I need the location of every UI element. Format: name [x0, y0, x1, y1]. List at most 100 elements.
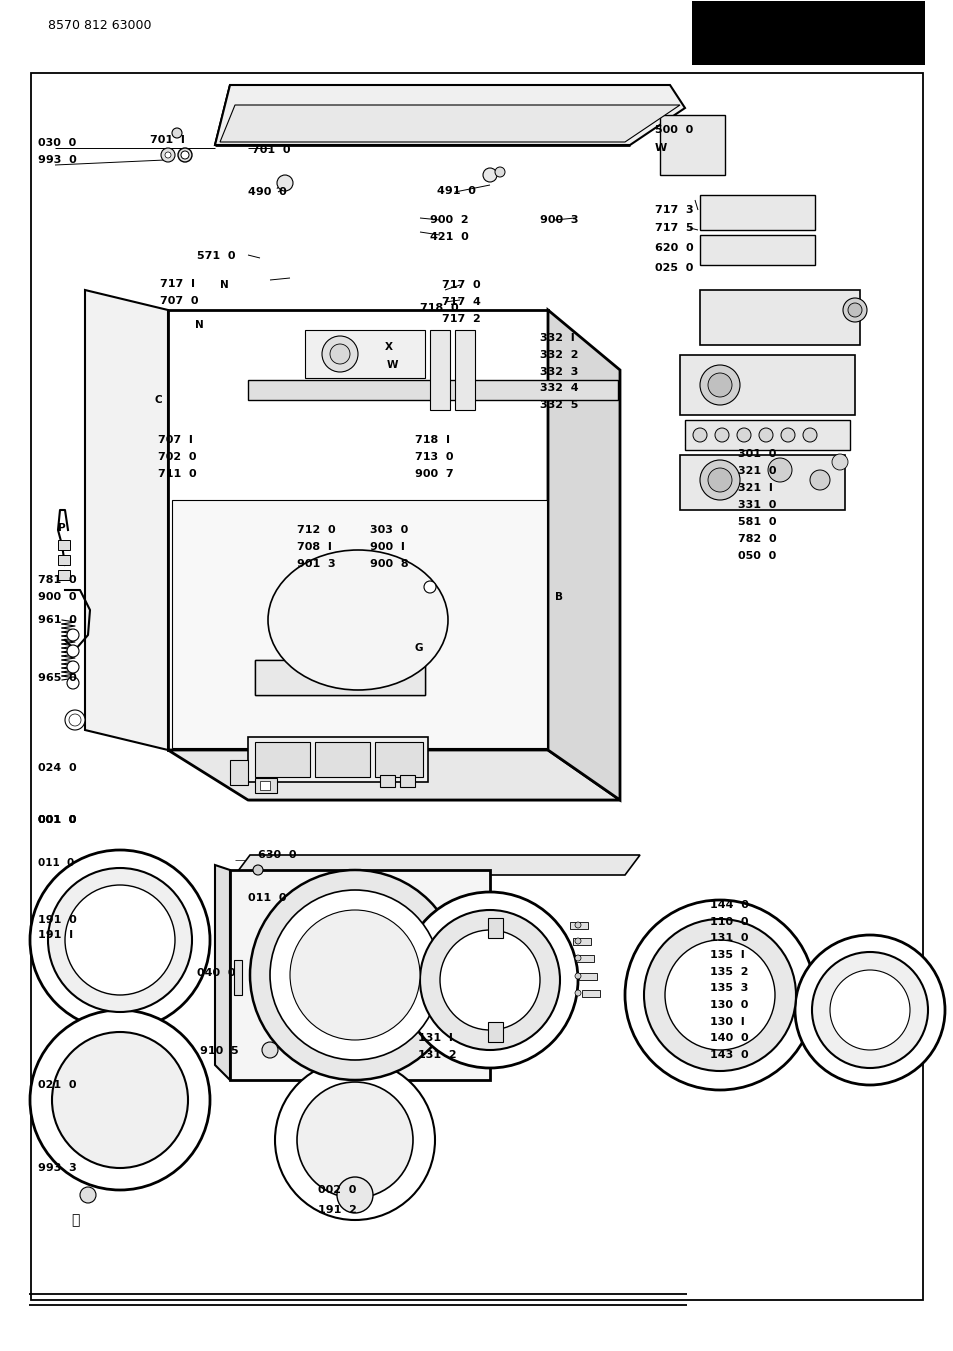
Text: W: W — [655, 143, 666, 153]
Bar — [260, 781, 270, 790]
Text: 707  0: 707 0 — [160, 296, 198, 305]
Text: 965  0: 965 0 — [38, 673, 76, 684]
Text: 900  2: 900 2 — [430, 215, 468, 226]
Text: 782  0: 782 0 — [738, 534, 776, 544]
Text: ⊕: ⊕ — [725, 199, 733, 208]
Bar — [659, 115, 724, 176]
Bar — [230, 761, 248, 785]
Circle shape — [274, 1061, 435, 1220]
Circle shape — [165, 153, 171, 158]
Circle shape — [811, 952, 927, 1069]
Text: X: X — [385, 342, 393, 353]
Bar — [379, 775, 395, 788]
Text: 781  0: 781 0 — [38, 576, 76, 585]
Text: 135  I: 135 I — [709, 950, 744, 961]
Text: 131  2: 131 2 — [417, 1050, 456, 1061]
Polygon shape — [230, 870, 490, 1079]
Circle shape — [714, 428, 728, 442]
Text: 024  0: 024 0 — [38, 763, 76, 773]
Text: 191  I: 191 I — [38, 929, 73, 940]
Bar — [254, 661, 424, 694]
Circle shape — [330, 345, 350, 363]
Text: 321  0: 321 0 — [738, 466, 776, 476]
Text: 571  0: 571 0 — [196, 251, 235, 261]
Text: 332  4: 332 4 — [539, 382, 578, 393]
Bar — [700, 195, 814, 230]
Bar — [172, 500, 546, 748]
Text: 140  0: 140 0 — [709, 1034, 748, 1043]
Text: 900  0: 900 0 — [38, 592, 76, 603]
Text: 011  0: 011 0 — [248, 893, 286, 902]
Text: 331  0: 331 0 — [738, 500, 776, 509]
Text: 321  I: 321 I — [738, 484, 772, 493]
Text: 490  0: 490 0 — [248, 186, 287, 197]
Circle shape — [322, 336, 357, 372]
Text: 717  3: 717 3 — [655, 205, 693, 215]
Bar — [58, 555, 70, 565]
Text: 620  0: 620 0 — [655, 243, 693, 253]
Bar — [375, 742, 422, 777]
Circle shape — [30, 1011, 210, 1190]
Text: 001  0: 001 0 — [38, 815, 76, 825]
Circle shape — [794, 935, 944, 1085]
Circle shape — [759, 428, 772, 442]
Text: 717  4: 717 4 — [441, 297, 480, 307]
Circle shape — [296, 1082, 413, 1198]
Circle shape — [707, 373, 731, 397]
Polygon shape — [547, 309, 619, 800]
Text: 711  0: 711 0 — [158, 469, 196, 480]
Text: 713  0: 713 0 — [415, 453, 453, 462]
Bar — [254, 742, 310, 777]
Bar — [305, 330, 424, 378]
Text: 900  8: 900 8 — [370, 559, 408, 569]
Text: 332  3: 332 3 — [539, 367, 578, 377]
Text: 040  0: 040 0 — [196, 969, 235, 978]
Text: 421  0: 421 0 — [430, 232, 468, 242]
Polygon shape — [168, 750, 619, 800]
Bar — [254, 778, 276, 793]
Bar — [248, 380, 618, 400]
Circle shape — [829, 970, 909, 1050]
Circle shape — [181, 151, 189, 159]
Text: 712  0: 712 0 — [296, 526, 335, 535]
Circle shape — [67, 661, 79, 673]
Circle shape — [767, 458, 791, 482]
Bar — [314, 742, 370, 777]
Polygon shape — [214, 865, 230, 1079]
Text: 630  0: 630 0 — [257, 850, 296, 861]
Circle shape — [65, 711, 85, 730]
Polygon shape — [254, 661, 424, 694]
Text: 701  I: 701 I — [150, 135, 185, 145]
Bar — [700, 290, 859, 345]
Bar — [679, 455, 844, 509]
Text: 021  0: 021 0 — [38, 1079, 76, 1090]
Polygon shape — [85, 290, 168, 750]
Bar — [488, 917, 502, 938]
Polygon shape — [234, 855, 639, 875]
Bar — [691, 1, 924, 65]
Text: 🔧: 🔧 — [71, 1213, 79, 1227]
Text: 030  0: 030 0 — [38, 138, 76, 149]
Text: 708  I: 708 I — [296, 542, 332, 553]
Text: 135  2: 135 2 — [709, 967, 748, 977]
Circle shape — [847, 303, 862, 317]
Bar — [569, 921, 587, 929]
Text: 901  3: 901 3 — [296, 559, 335, 569]
Text: 500  0: 500 0 — [655, 126, 693, 135]
Text: 491  0: 491 0 — [436, 186, 476, 196]
Text: 131  I: 131 I — [417, 1034, 453, 1043]
Text: 191  0: 191 0 — [38, 915, 76, 925]
Text: 191  2: 191 2 — [317, 1205, 356, 1215]
Circle shape — [842, 299, 866, 322]
Text: N: N — [194, 320, 204, 330]
Circle shape — [270, 890, 439, 1061]
Circle shape — [700, 459, 740, 500]
Text: 717  I: 717 I — [160, 280, 194, 289]
Text: 050  0: 050 0 — [738, 551, 776, 561]
Circle shape — [253, 865, 263, 875]
Text: 131  0: 131 0 — [709, 934, 748, 943]
Text: 718  I: 718 I — [415, 435, 450, 444]
Circle shape — [250, 870, 459, 1079]
Text: 900  3: 900 3 — [539, 215, 578, 226]
Circle shape — [624, 900, 814, 1090]
